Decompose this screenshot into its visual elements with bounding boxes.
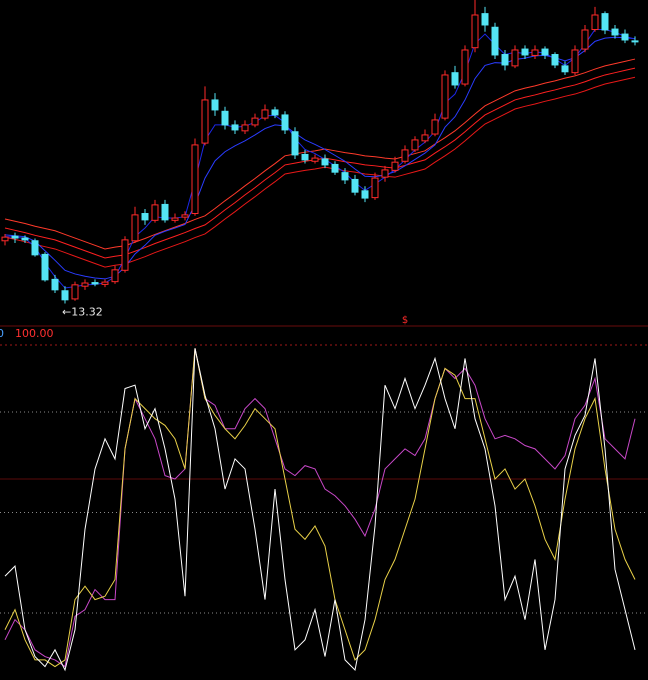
indicator-line [4,348,636,668]
candle-body [321,158,329,166]
moving-average [4,58,636,250]
signal-marker: $ [402,315,408,326]
candle-body [541,48,549,56]
candle-body [101,281,109,285]
candle-body [351,178,359,193]
indicator-line [4,348,636,672]
candle-body [621,33,629,41]
candle-body [301,153,309,161]
candle-body [121,239,129,271]
moving-average [4,67,636,259]
candle-body [391,161,399,171]
candle-body [431,119,439,135]
moving-average [4,36,636,280]
candle-body [381,169,389,178]
candle-body [311,157,319,162]
candle-body [61,290,69,301]
candle-body [501,54,509,66]
candle-body [491,26,499,56]
candle-body [71,284,79,300]
candle-body [211,99,219,111]
candle-body [401,149,409,162]
candle-body [171,217,179,221]
candle-body [131,214,139,242]
candle-body [191,144,199,215]
candle-body [551,54,559,66]
candle-body [341,172,349,181]
candle-body [511,49,519,67]
candle-body [271,109,279,116]
indicator-line [4,348,636,668]
candle-body [441,74,449,119]
candle-body [41,253,49,281]
candle-body [31,240,39,256]
candle-body [531,49,539,56]
candle-body [231,124,239,131]
candle-body [281,114,289,131]
candle-body [291,131,299,156]
candle-body [601,13,609,31]
moving-average [4,76,636,268]
candle-body [151,204,159,221]
candle-body [241,124,249,132]
candle-body [471,14,479,49]
candle-body [451,72,459,86]
candle-body [581,29,589,50]
candle-body [161,203,169,221]
candle-body [251,117,259,126]
candle-body [221,110,229,126]
low-annotation: ←13.32 [62,305,103,318]
moving-average [4,29,636,289]
candle-body [1,236,9,242]
candle-body [21,237,29,241]
candle-body [11,235,19,239]
candle-body [51,278,59,291]
candle-body [371,177,379,199]
candle-body [461,49,469,85]
candle-body [181,214,189,218]
candle-body [591,14,599,31]
candle-body [481,13,489,26]
candle-body [631,40,639,43]
candle-body [111,269,119,283]
candle-body [91,282,99,285]
top-label: 100.00 [15,327,54,340]
candle-body [361,190,369,199]
candle-body [521,48,529,56]
candle-body [81,282,89,287]
candle-body [571,49,579,74]
candle-body [421,134,429,142]
candle-body [611,28,619,36]
candle-body [201,99,209,144]
candle-body [561,65,569,73]
candle-body [141,213,149,221]
candle-body [411,139,419,151]
candle-body [261,109,269,119]
candle-body [331,163,339,173]
panel-label: 0 [0,327,4,340]
